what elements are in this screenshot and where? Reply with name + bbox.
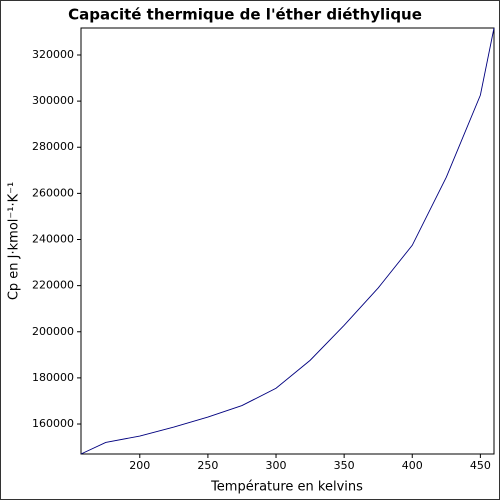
x-tick-label: 400	[402, 459, 423, 472]
data-line	[80, 27, 495, 455]
x-tick-label: 450	[470, 459, 491, 472]
x-tick-label: 200	[129, 459, 150, 472]
y-tick-label: 260000	[32, 186, 74, 199]
y-tick-label: 320000	[32, 48, 74, 61]
y-tick-label: 220000	[32, 279, 74, 292]
x-tick-label: 250	[197, 459, 218, 472]
x-tick-label: 350	[334, 459, 355, 472]
y-tick-label: 300000	[32, 94, 74, 107]
x-tick-label: 300	[266, 459, 287, 472]
y-tick-label: 240000	[32, 233, 74, 246]
x-axis-label: Température en kelvins	[210, 480, 363, 495]
y-tick-label: 280000	[32, 140, 74, 153]
y-tick-label: 200000	[32, 325, 74, 338]
plot-frame	[80, 27, 495, 455]
y-axis-label: Cp en J·kmol⁻¹·K⁻¹	[7, 182, 22, 300]
y-tick-label: 160000	[32, 417, 74, 430]
y-tick-label: 180000	[32, 371, 74, 384]
chart-title: Capacité thermique de l'éther diéthyliqu…	[68, 6, 422, 24]
